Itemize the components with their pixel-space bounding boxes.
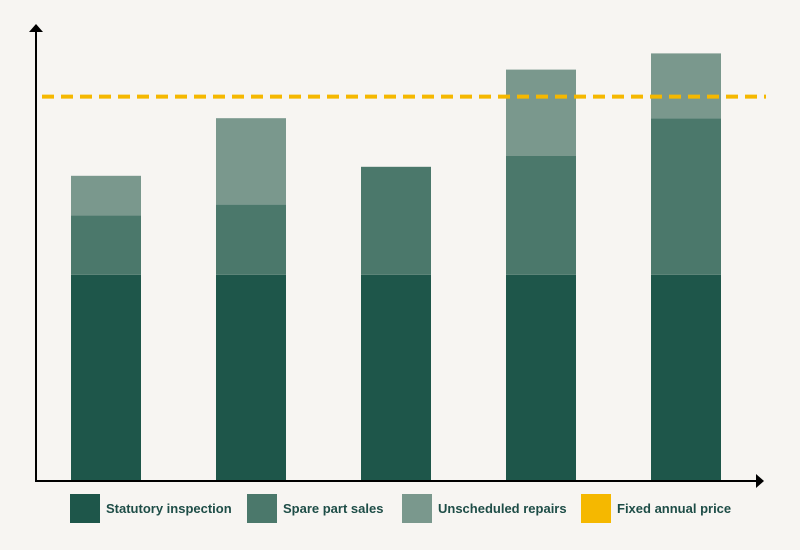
legend: Statutory inspection Spare part sales Un… <box>70 494 731 523</box>
x-axis-arrow-icon <box>756 474 764 488</box>
legend-item-spare-part-sales: Spare part sales <box>247 494 402 523</box>
bar-4-spare-part-sales <box>506 156 576 275</box>
legend-swatch-statutory-inspection <box>70 494 100 523</box>
bar-5-unscheduled-repairs <box>651 53 721 119</box>
bar-4-statutory-inspection <box>506 274 576 480</box>
legend-label: Statutory inspection <box>106 501 232 516</box>
bars-group <box>71 53 721 480</box>
bar-2-statutory-inspection <box>216 274 286 480</box>
legend-label: Unscheduled repairs <box>438 501 567 516</box>
bar-4-unscheduled-repairs <box>506 69 576 156</box>
legend-swatch-spare-part-sales <box>247 494 277 523</box>
bar-1-spare-part-sales <box>71 215 141 275</box>
y-axis-arrow-icon <box>29 24 43 32</box>
bar-2-spare-part-sales <box>216 204 286 275</box>
bar-1-statutory-inspection <box>71 274 141 480</box>
bar-5-statutory-inspection <box>651 274 721 480</box>
bar-1-unscheduled-repairs <box>71 175 141 216</box>
bar-3-statutory-inspection <box>361 274 431 480</box>
legend-item-unscheduled-repairs: Unscheduled repairs <box>402 494 581 523</box>
bar-2-unscheduled-repairs <box>216 118 286 205</box>
legend-item-statutory-inspection: Statutory inspection <box>70 494 247 523</box>
legend-item-fixed-annual-price: Fixed annual price <box>581 494 731 523</box>
bar-5-spare-part-sales <box>651 118 721 275</box>
legend-swatch-fixed-annual-price <box>581 494 611 523</box>
legend-swatch-unscheduled-repairs <box>402 494 432 523</box>
legend-label: Spare part sales <box>283 501 384 516</box>
legend-label: Fixed annual price <box>617 501 732 516</box>
bar-3-spare-part-sales <box>361 166 431 275</box>
